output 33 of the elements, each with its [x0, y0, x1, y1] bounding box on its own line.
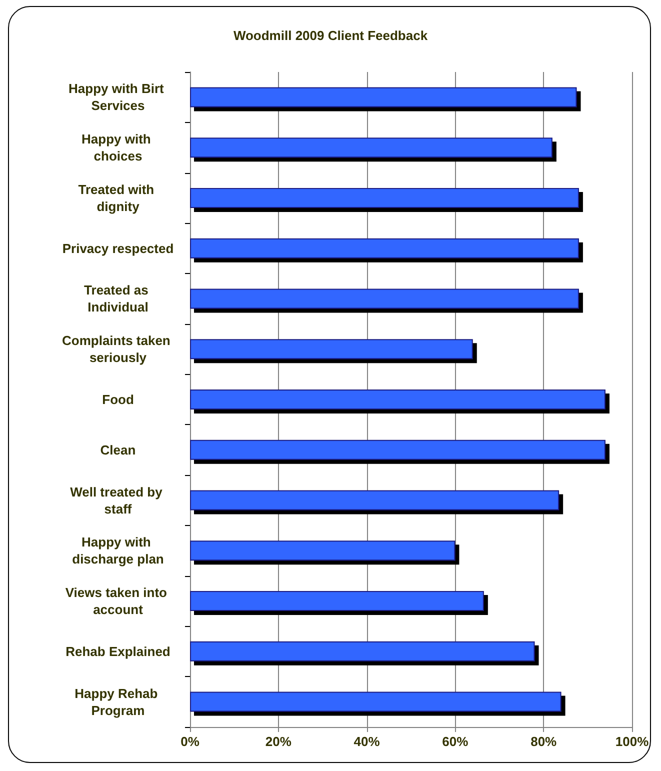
bar	[190, 288, 579, 309]
chart-title: Woodmill 2009 Client Feedback	[233, 28, 428, 43]
bar	[190, 188, 579, 208]
x-tick-label: 100%	[615, 734, 650, 749]
bar	[190, 641, 535, 662]
y-tick-label: Happy with discharge plan	[72, 534, 164, 567]
bar	[190, 490, 560, 510]
y-tick-label: Clean	[100, 442, 136, 458]
y-tick-label: Privacy respected	[62, 240, 174, 256]
bar	[190, 540, 456, 561]
y-tick-label: Complaints taken seriously	[62, 333, 174, 366]
x-tick-label: 60%	[442, 734, 469, 749]
bar	[190, 390, 606, 410]
bar	[190, 440, 606, 460]
bar	[190, 692, 562, 712]
y-tick-label: Well treated by staff	[70, 484, 166, 516]
bar	[190, 238, 579, 258]
y-tick-label: Rehab Explained	[66, 644, 170, 659]
bar	[190, 138, 552, 158]
y-tick-label: Happy with choices	[82, 132, 154, 164]
x-tick-label: 20%	[265, 734, 292, 749]
y-tick-label: Views taken into account	[65, 585, 171, 618]
x-tick-label: 80%	[530, 734, 558, 749]
bar	[190, 87, 577, 108]
bar	[190, 339, 473, 360]
x-tick-label: 40%	[354, 734, 380, 749]
y-tick-label: Happy with Birt Services	[68, 81, 168, 114]
bar	[190, 591, 484, 612]
y-tick-label: Treated as Individual	[84, 282, 152, 315]
x-tick-label: 0%	[180, 734, 200, 749]
y-tick-label: Happy Rehab Program	[74, 686, 162, 718]
y-tick-label: Food	[102, 392, 134, 407]
y-tick-label: Treated with dignity	[78, 182, 158, 214]
